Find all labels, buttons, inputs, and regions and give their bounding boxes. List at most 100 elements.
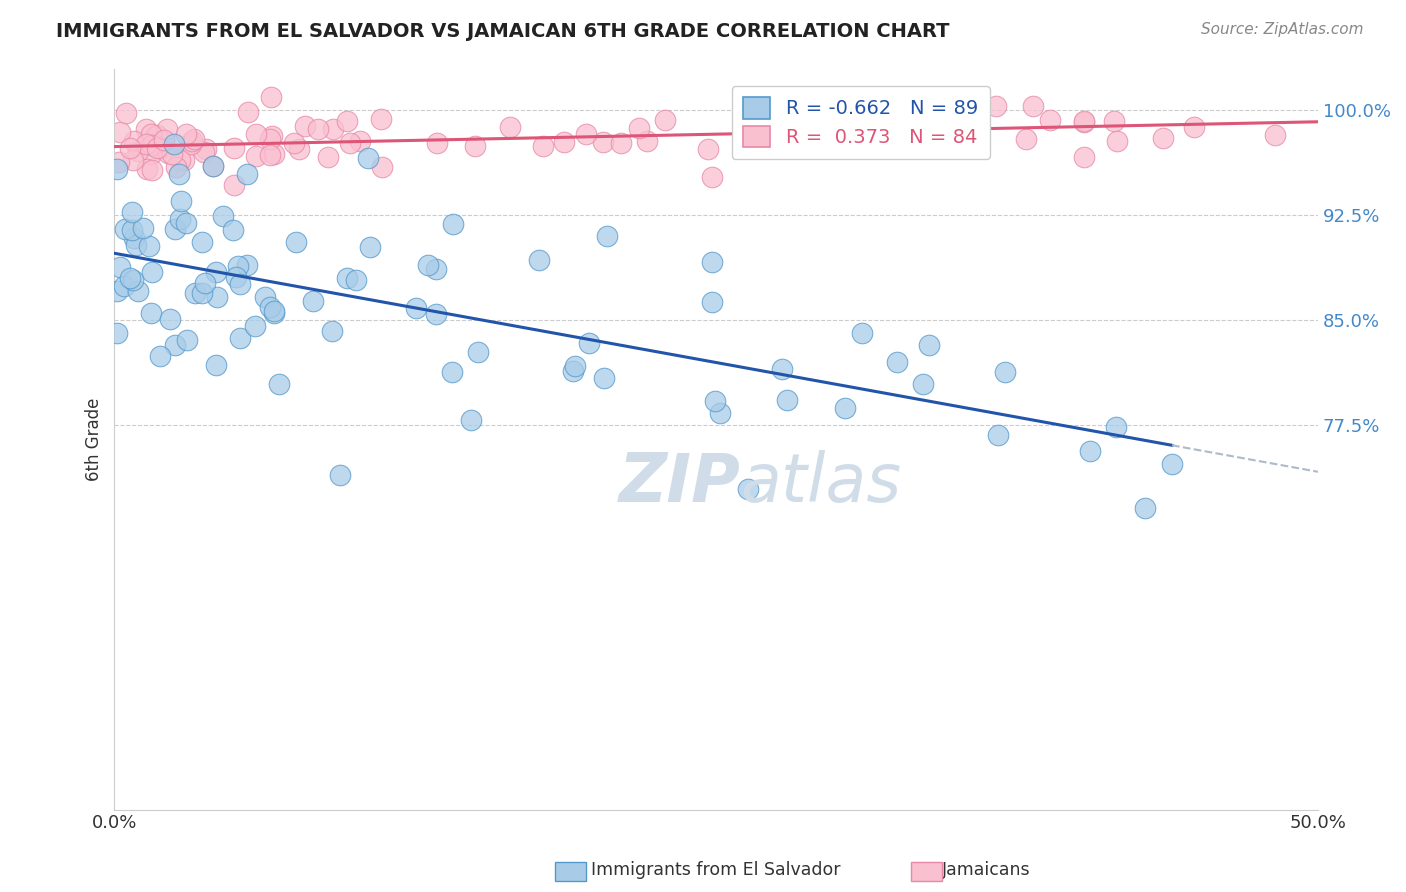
Point	[322, 121, 344, 136]
Point	[737, 483, 759, 497]
Point	[127, 285, 149, 299]
Point	[225, 269, 247, 284]
Point	[704, 394, 727, 409]
Point	[425, 261, 447, 276]
Point	[190, 235, 212, 249]
Point	[259, 148, 281, 162]
Point	[357, 151, 380, 165]
Point	[114, 106, 136, 120]
Point	[700, 255, 723, 269]
Point	[339, 136, 361, 151]
Point	[1107, 134, 1129, 148]
Point	[636, 134, 658, 148]
Point	[776, 393, 799, 408]
Point	[1161, 457, 1184, 471]
Point	[205, 265, 228, 279]
Point	[167, 167, 190, 181]
Point	[986, 98, 1008, 112]
Point	[301, 294, 323, 309]
Point	[105, 326, 128, 340]
Point	[202, 159, 225, 173]
Point	[122, 134, 145, 148]
Point	[139, 127, 162, 141]
Point	[763, 118, 786, 132]
Point	[308, 122, 330, 136]
Point	[149, 349, 172, 363]
Point	[359, 240, 381, 254]
Point	[426, 136, 449, 150]
Point	[159, 312, 181, 326]
Point	[700, 295, 723, 310]
Text: Jamaicans: Jamaicans	[942, 861, 1031, 879]
Point	[245, 127, 267, 141]
Point	[1039, 113, 1062, 128]
Point	[212, 209, 235, 223]
Point	[425, 307, 447, 321]
Point	[169, 153, 191, 167]
Point	[169, 211, 191, 226]
Point	[464, 139, 486, 153]
Point	[842, 103, 865, 118]
Point	[165, 160, 187, 174]
Point	[441, 217, 464, 231]
Point	[911, 376, 934, 391]
Point	[564, 359, 586, 374]
Point	[193, 145, 215, 159]
Point	[262, 128, 284, 143]
Point	[135, 161, 157, 176]
Point	[709, 406, 731, 420]
Point	[370, 112, 392, 127]
Point	[146, 141, 169, 155]
Point	[886, 355, 908, 369]
Point	[194, 142, 217, 156]
Legend: R = -0.662   N = 89, R =  0.373   N = 84: R = -0.662 N = 89, R = 0.373 N = 84	[731, 86, 990, 159]
Point	[349, 134, 371, 148]
Point	[139, 306, 162, 320]
Point	[222, 141, 245, 155]
Point	[329, 468, 352, 483]
Point	[1073, 114, 1095, 128]
Point	[259, 131, 281, 145]
Point	[1182, 120, 1205, 134]
Point	[467, 345, 489, 359]
Point	[578, 336, 600, 351]
Point	[263, 304, 285, 318]
Point	[121, 223, 143, 237]
Point	[146, 128, 169, 143]
Point	[553, 135, 575, 149]
Point	[222, 222, 245, 236]
Point	[145, 128, 167, 143]
Point	[202, 159, 225, 173]
Point	[108, 260, 131, 275]
Point	[254, 290, 277, 304]
Point	[157, 145, 180, 160]
Text: Source: ZipAtlas.com: Source: ZipAtlas.com	[1201, 22, 1364, 37]
Point	[156, 121, 179, 136]
Point	[162, 137, 184, 152]
Point	[236, 258, 259, 272]
Point	[285, 235, 308, 249]
Point	[173, 153, 195, 167]
Point	[108, 154, 131, 169]
Point	[263, 146, 285, 161]
Point	[267, 377, 290, 392]
Point	[120, 271, 142, 285]
Point	[176, 216, 198, 230]
Point	[236, 167, 259, 181]
Point	[141, 265, 163, 279]
Point	[918, 337, 941, 351]
Point	[527, 252, 550, 267]
Point	[132, 221, 155, 235]
Point	[180, 135, 202, 149]
Point	[531, 139, 554, 153]
Point	[263, 306, 285, 320]
Point	[336, 270, 359, 285]
Point	[180, 137, 202, 152]
Point	[135, 136, 157, 151]
Point	[1133, 501, 1156, 516]
Point	[770, 362, 793, 376]
Point	[125, 237, 148, 252]
Point	[229, 331, 252, 345]
Point	[1105, 420, 1128, 434]
Point	[628, 120, 651, 135]
